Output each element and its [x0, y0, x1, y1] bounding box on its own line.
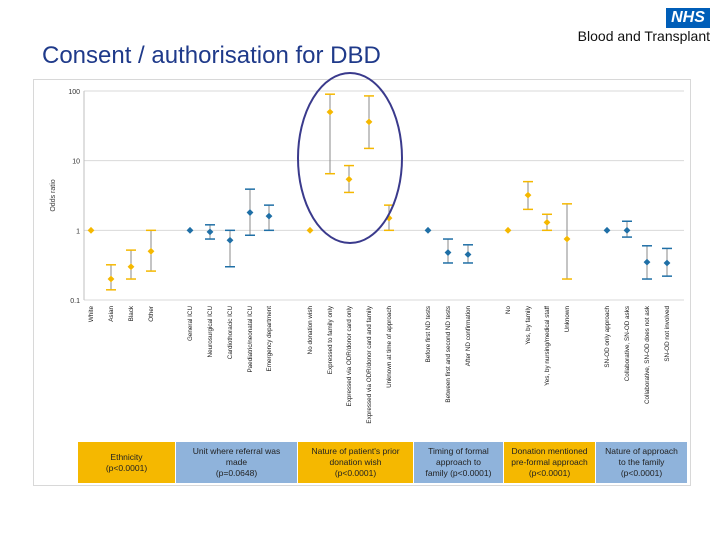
odds-ratio-point: [464, 251, 472, 258]
x-tick-label: Yes, by family: [525, 305, 532, 344]
x-tick-label: SN-OD only approach: [604, 306, 611, 368]
y-tick-label: 10: [72, 159, 80, 166]
legend-text: Nature of patient's prior donation wish …: [311, 446, 400, 478]
odds-ratio-point: [444, 249, 452, 256]
x-tick-label: Unknown: [564, 306, 571, 333]
odds-ratio-point: [226, 236, 234, 244]
legend-text: Ethnicity (p<0.0001): [105, 451, 148, 473]
odds-ratio-point: [206, 228, 214, 236]
chart-panel: [33, 79, 691, 486]
x-tick-label: General ICU: [187, 306, 194, 341]
odds-ratio-point: [246, 209, 254, 216]
odds-ratio-point: [663, 259, 671, 267]
x-tick-label: Black: [128, 305, 135, 321]
odds-ratio-point: [424, 226, 432, 234]
odds-ratio-point: [107, 275, 115, 283]
x-tick-label: Other: [148, 306, 155, 322]
x-tick-label: Unknown at time of approach: [386, 306, 393, 388]
y-tick-label: 100: [68, 89, 80, 96]
odds-ratio-point: [563, 235, 571, 243]
odds-ratio-point: [326, 108, 334, 116]
org-name: Blood and Transplant: [577, 28, 710, 44]
x-tick-label: Between first and second ND tests: [445, 306, 452, 403]
legend-text: Nature of approach to the family (p<0.00…: [605, 446, 678, 478]
x-tick-label: Yes, by nursing/medical staff: [544, 306, 551, 386]
legend-box: Unit where referral was made (p=0.0648): [176, 442, 298, 483]
x-tick-label: Expressed to family only: [327, 305, 334, 374]
x-tick-label: After ND confirmation: [465, 306, 472, 367]
x-tick-label: Emergency department: [266, 306, 273, 372]
x-tick-label: Neurosurgical ICU: [207, 306, 214, 358]
legend-box: Nature of approach to the family (p<0.00…: [596, 442, 688, 483]
odds-ratio-point: [524, 191, 532, 199]
odds-ratio-point: [87, 226, 95, 234]
odds-ratio-point: [186, 226, 194, 234]
legend-box: Nature of patient's prior donation wish …: [298, 442, 414, 483]
legend-text: Donation mentioned pre-formal approach (…: [511, 446, 588, 478]
x-tick-label: Expressed via ODR/donor card only: [346, 305, 353, 406]
odds-ratio-point: [365, 118, 373, 126]
odds-ratio-point: [147, 247, 155, 255]
nhs-logo: NHS: [666, 8, 710, 28]
x-tick-label: Cardiothoracic ICU: [227, 306, 234, 360]
legend-box: Donation mentioned pre-formal approach (…: [504, 442, 596, 483]
x-tick-label: Paediatric/neonatal ICU: [247, 306, 254, 373]
odds-ratio-point: [603, 226, 611, 234]
odds-ratio-point: [623, 226, 631, 234]
x-tick-label: No: [505, 306, 512, 315]
legend-box: Timing of formal approach to family (p<0…: [414, 442, 504, 483]
y-tick-label: 1: [76, 228, 80, 235]
x-tick-label: Collaborative, SN-OD does not ask: [644, 305, 651, 404]
x-tick-label: White: [88, 306, 95, 323]
x-tick-label: Before first ND tests: [425, 306, 432, 362]
legend-box: Ethnicity (p<0.0001): [78, 442, 176, 483]
odds-ratio-point: [265, 212, 273, 220]
odds-ratio-point: [504, 226, 512, 234]
y-axis-label: Odds ratio: [50, 179, 57, 211]
odds-ratio-point: [127, 263, 135, 271]
legend-text: Timing of formal approach to family (p<0…: [425, 446, 492, 478]
odds-ratio-point: [543, 218, 551, 226]
odds-ratio-point: [643, 258, 651, 266]
x-tick-label: Expressed via ODR/donor card and family: [366, 305, 373, 423]
x-tick-label: Asian: [108, 306, 115, 322]
x-tick-label: No donation wish: [307, 306, 314, 355]
y-tick-label: 0.1: [70, 298, 80, 305]
odds-ratio-point: [385, 214, 393, 222]
odds-ratio-point: [345, 175, 353, 183]
slide-title: Consent / authorisation for DBD: [42, 42, 381, 69]
highlight-circle: [297, 72, 403, 244]
x-tick-label: Collaborative, SN-OD asks: [624, 306, 631, 381]
x-tick-label: SN-OD not involved: [664, 306, 671, 362]
chart-legend: Ethnicity (p<0.0001) Unit where referral …: [78, 442, 688, 483]
legend-text: Unit where referral was made (p=0.0648): [192, 446, 281, 478]
odds-ratio-point: [306, 226, 314, 234]
